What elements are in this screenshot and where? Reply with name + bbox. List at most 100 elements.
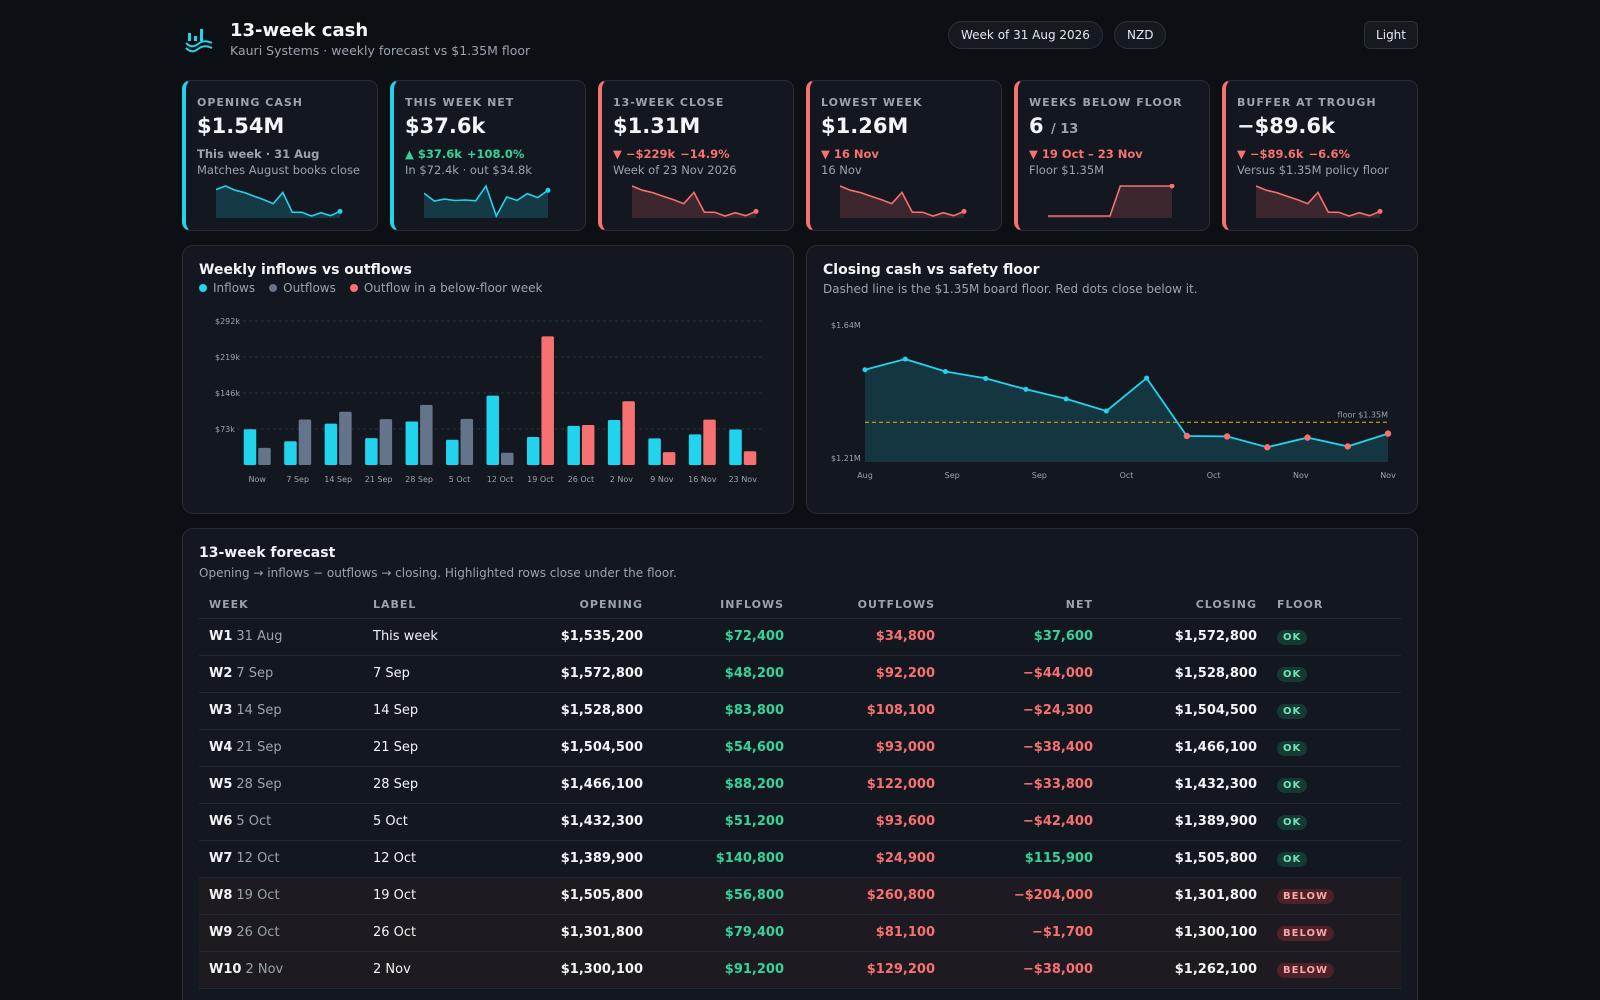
outflow-bar[interactable]: [298, 419, 312, 465]
table-row[interactable]: W3 14 Sep 14 Sep $1,528,800 $83,800 $108,100−…: [199, 692, 1401, 730]
week-cell: W1 31 Aug: [199, 618, 363, 656]
kpi-sparkline: [632, 185, 759, 218]
below-floor-point[interactable]: [1384, 430, 1392, 437]
outflow-bar[interactable]: [460, 418, 474, 465]
status-badge: BELOW: [1277, 888, 1334, 904]
inflow-bar[interactable]: [405, 421, 419, 465]
closing-cell: $1,389,900: [1103, 803, 1267, 841]
outflow-bar[interactable]: [622, 401, 635, 465]
sparkline-area: [632, 186, 756, 218]
kpi-value: $37.6k: [405, 114, 485, 138]
inflow-bar[interactable]: [648, 438, 661, 465]
label-cell: 2 Nov: [363, 951, 493, 989]
col-inflows[interactable]: INFLOWS: [653, 591, 794, 619]
week-date: 28 Sep: [236, 777, 282, 792]
legend-item-inflows: Inflows: [199, 281, 255, 295]
kpi-card[interactable]: BUFFER AT TROUGH −$89.6k ▼ −$89.6k −6.6% Ver…: [1222, 80, 1418, 231]
closing-point[interactable]: [942, 369, 948, 375]
outflow-bar[interactable]: [501, 452, 514, 465]
flows-bar-chart: $73k $146k $219k $292k Now 7 Sep 14 Sep 21 Sep 2…: [215, 317, 763, 484]
kpi-card[interactable]: THIS WEEK NET $37.6k ▲ $37.6k +108.0% In $72…: [390, 80, 586, 231]
outflow-bar[interactable]: [743, 451, 757, 465]
below-floor-point[interactable]: [1304, 434, 1311, 441]
currency-selector[interactable]: NZD: [1114, 21, 1167, 49]
col-net[interactable]: NET: [945, 591, 1103, 619]
outflow-bar[interactable]: [581, 425, 595, 465]
kpi-sparkline: [424, 184, 551, 218]
inflow-bar[interactable]: [688, 434, 702, 465]
table-row[interactable]: W10 2 Nov 2 Nov $1,300,100 $91,200 $129,200 −$…: [199, 951, 1401, 989]
table-row[interactable]: W8 19 Oct 19 Oct $1,505,800 $56,800 $260,800−…: [199, 877, 1401, 915]
below-floor-point[interactable]: [1183, 432, 1191, 440]
floor-cell: OK: [1267, 618, 1401, 656]
inflow-bar[interactable]: [446, 439, 459, 465]
closing-panel: Closing cash vs safety floor Dashed line…: [806, 245, 1418, 514]
outflow-bar[interactable]: [379, 419, 393, 465]
kpi-delta: ▼ 16 Nov: [821, 147, 879, 161]
table-row[interactable]: W6 5 Oct 5 Oct $1,432,300 $51,200 $93,600 −$42…: [199, 803, 1401, 841]
week-cell: W5 28 Sep: [199, 766, 363, 804]
kpi-card[interactable]: WEEKS BELOW FLOOR 6 / 13 ▼ 19 Oct – 23 Nov…: [1014, 80, 1210, 231]
week-selector[interactable]: Week of 31 Aug 2026: [948, 21, 1103, 49]
outflow-bar[interactable]: [662, 452, 676, 465]
outflows-swatch: [269, 283, 278, 292]
kpi-card[interactable]: OPENING CASH $1.54M This week · 31 Aug Matc…: [182, 80, 378, 231]
inflow-bar[interactable]: [607, 420, 621, 465]
kpi-delta-pct: −6.6%: [1308, 147, 1351, 161]
col-outflows[interactable]: OUTFLOWS: [794, 591, 945, 619]
col-label[interactable]: LABEL: [363, 591, 493, 619]
kpi-value-main: −$89.6k: [1237, 114, 1335, 138]
inflow-bar[interactable]: [567, 425, 580, 465]
below-floor-point[interactable]: [1223, 433, 1231, 440]
table-row[interactable]: W1 31 Aug This week $1,535,200 $72,400 $34,80…: [199, 618, 1401, 656]
opening-cell: $1,528,800: [493, 692, 653, 730]
inflow-bar[interactable]: [365, 438, 378, 465]
kpi-card[interactable]: 13-WEEK CLOSE $1.31M ▼ −$229k −14.9% Week of…: [598, 80, 794, 231]
outflows-cell: $108,100: [794, 692, 945, 730]
inflow-bar[interactable]: [284, 441, 297, 465]
kpi-delta-pct: −14.9%: [680, 147, 730, 161]
label-cell: 12 Oct: [363, 840, 493, 878]
floor-cell: OK: [1267, 692, 1401, 730]
closing-point[interactable]: [1063, 396, 1069, 402]
outflows-cell: $93,000: [794, 729, 945, 767]
closing-point[interactable]: [1103, 408, 1109, 414]
week-date: 5 Oct: [236, 814, 272, 829]
inflow-bar[interactable]: [729, 429, 742, 465]
closing-point[interactable]: [1144, 375, 1150, 381]
sparkline-line: [424, 184, 549, 218]
week-date: 12 Oct: [236, 851, 280, 866]
outflow-bar[interactable]: [258, 447, 271, 465]
outflow-bar[interactable]: [541, 336, 554, 465]
table-row[interactable]: W7 12 Oct 12 Oct $1,389,900 $140,800 $24,900 $…: [199, 840, 1401, 878]
opening-cell: $1,505,800: [493, 877, 653, 915]
outflows-cell: $24,900: [794, 840, 945, 878]
theme-toggle-button[interactable]: Light: [1364, 21, 1418, 49]
kpi-card[interactable]: LOWEST WEEK $1.26M ▼ 16 Nov 16 Nov: [806, 80, 1002, 231]
closing-point[interactable]: [1023, 386, 1029, 392]
col-floor[interactable]: FLOOR: [1267, 591, 1401, 619]
sparkline-area: [424, 186, 548, 218]
closing-point[interactable]: [862, 367, 868, 373]
outflow-bar[interactable]: [703, 419, 716, 465]
outflow-bar[interactable]: [339, 411, 352, 465]
closing-point[interactable]: [983, 375, 989, 381]
inflow-bar[interactable]: [243, 429, 257, 465]
table-row[interactable]: W2 7 Sep 7 Sep $1,572,800 $48,200 $92,200 −$44…: [199, 655, 1401, 693]
col-week[interactable]: WEEK: [199, 591, 363, 619]
table-row[interactable]: W9 26 Oct 26 Oct $1,301,800 $79,400 $81,100 −$…: [199, 914, 1401, 952]
table-row[interactable]: W4 21 Sep 21 Sep $1,504,500 $54,600 $93,000 −$…: [199, 729, 1401, 767]
closing-point[interactable]: [902, 356, 908, 362]
kpi-value: $1.54M: [197, 114, 284, 138]
inflow-bar[interactable]: [324, 423, 338, 465]
kpi-delta-value: This week · 31 Aug: [197, 147, 320, 161]
below-floor-point[interactable]: [1264, 444, 1271, 451]
col-closing[interactable]: CLOSING: [1103, 591, 1267, 619]
inflow-bar[interactable]: [526, 436, 540, 465]
outflow-bar[interactable]: [420, 404, 433, 465]
inflow-bar[interactable]: [486, 395, 500, 465]
col-opening[interactable]: OPENING: [493, 591, 653, 619]
below-floor-point[interactable]: [1344, 443, 1351, 450]
table-header-row: WEEK LABEL OPENING INFLOWS OUTFLOWS NET …: [199, 591, 1401, 619]
table-row[interactable]: W5 28 Sep 28 Sep $1,466,100 $88,200 $122,000−…: [199, 766, 1401, 804]
